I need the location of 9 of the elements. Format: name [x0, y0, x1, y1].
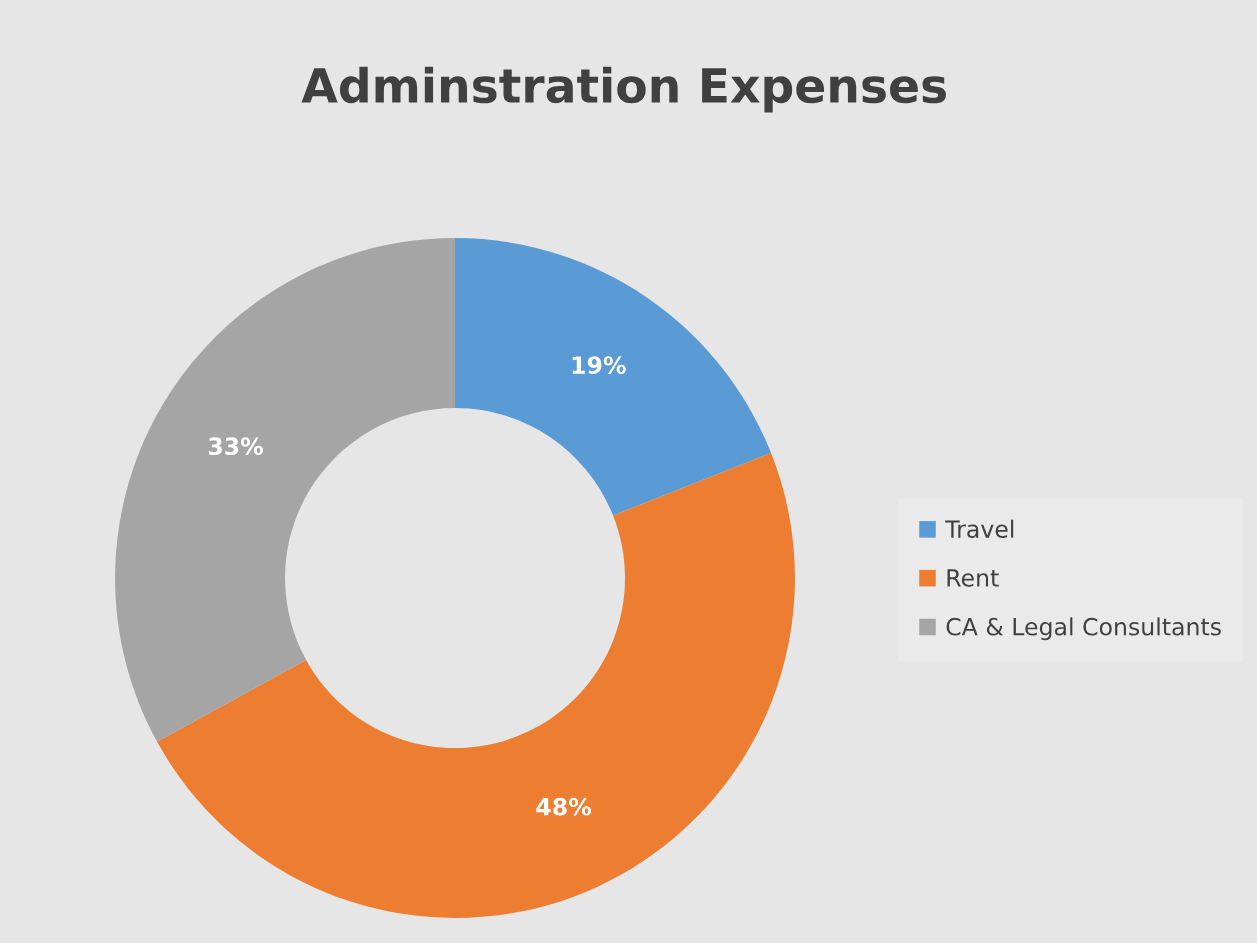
data-label: 33% — [208, 437, 264, 456]
data-label: 19% — [572, 356, 626, 375]
legend-label: Rent — [947, 569, 999, 587]
data-label: 48% — [536, 797, 592, 816]
donut-slice — [455, 238, 772, 516]
donut-slice — [115, 238, 456, 742]
legend-label: CA & Legal Consultants — [946, 617, 1221, 641]
chart-title: Adminstration Expenses — [301, 66, 946, 113]
legend-label: Travel — [945, 519, 1014, 538]
